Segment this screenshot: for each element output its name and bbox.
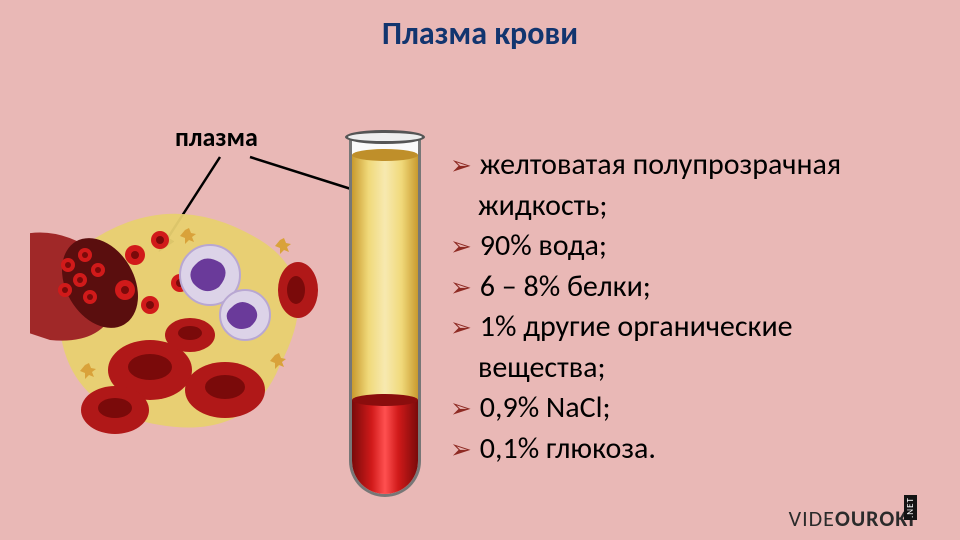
blood-liquid <box>352 400 418 497</box>
plasma-surface <box>352 149 418 161</box>
page-title: Плазма крови <box>0 14 960 53</box>
blood-surface <box>352 394 418 406</box>
plasma-liquid <box>352 155 418 400</box>
test-tube <box>345 130 425 510</box>
title-bar: Плазма крови <box>0 0 960 65</box>
bullet-item-continuation: вещества; <box>450 348 940 389</box>
content-area: плазма <box>0 65 960 525</box>
tube-body <box>349 137 421 497</box>
bullet-item: 0,9% NaCl; <box>450 388 940 429</box>
watermark-part1: VIDE <box>789 505 835 532</box>
bullet-item: 1% другие органические <box>450 307 940 348</box>
slide: Плазма крови плазма <box>0 0 960 540</box>
bullet-item: 6 – 8% белки; <box>450 267 940 308</box>
bullet-list: желтоватая полупрозрачная жидкость; 90% … <box>450 145 940 469</box>
bullet-item: желтоватая полупрозрачная жидкость; <box>450 145 940 226</box>
plasma-label: плазма <box>175 121 258 153</box>
bullet-item: 0,1% глюкоза. <box>450 429 940 470</box>
blood-cells-diagram <box>30 195 330 475</box>
bullet-item: 90% вода; <box>450 226 940 267</box>
watermark-logo: VIDEOUROKI.NET <box>789 505 942 532</box>
tube-rim <box>345 130 425 144</box>
watermark-badge: .NET <box>904 495 917 520</box>
